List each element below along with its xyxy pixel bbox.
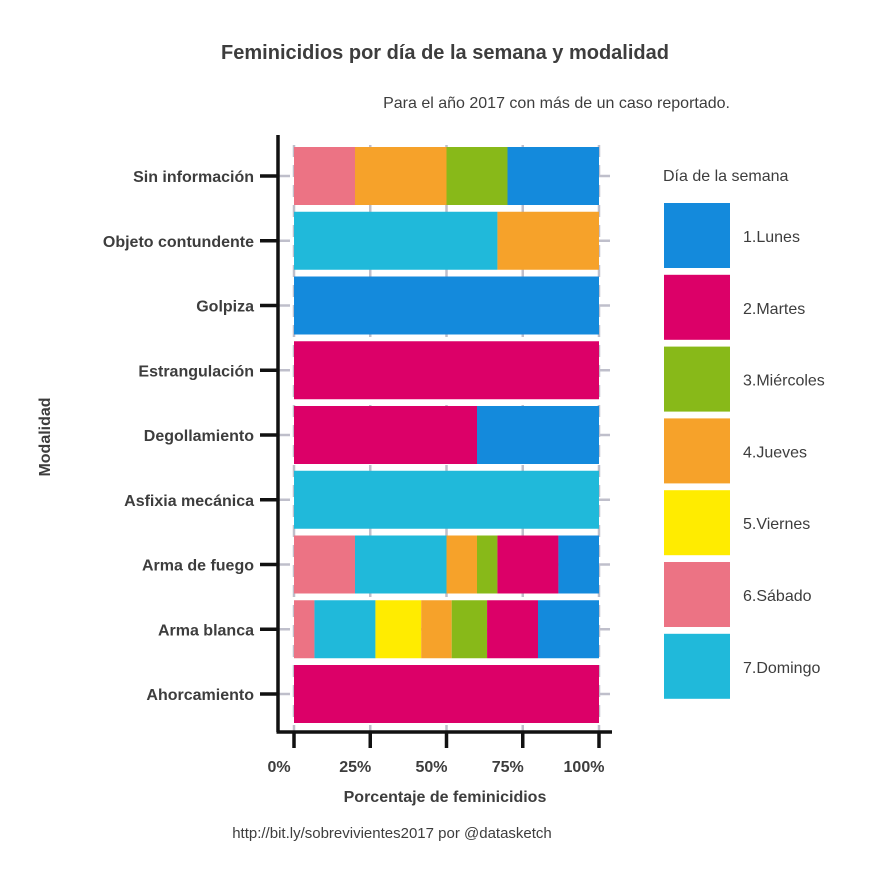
legend-swatch-4-jueves (664, 418, 730, 484)
bar-sin-informacion-3-miercoles (446, 147, 508, 205)
x-tick-label-2: 50% (415, 759, 447, 776)
bar-degollamiento-2-martes (294, 406, 477, 464)
bar-sin-informacion-6-sabado (294, 147, 355, 205)
legend-swatch-2-martes (664, 274, 730, 340)
bar-arma-de-fuego-6-sabado (294, 535, 355, 594)
bar-arma-blanca-5-viernes (375, 600, 422, 659)
category-labels: Sin información Objeto contundente Golpiza… (103, 169, 254, 704)
category-label-arma-de-fuego: Arma de fuego (142, 558, 254, 575)
bar-estrangulacion-2-martes (294, 341, 599, 400)
category-label-estrangulacion: Estrangulación (138, 363, 254, 380)
bar-arma-de-fuego-3-miercoles (477, 535, 498, 594)
legend-item-1-lunes: 1.Lunes (664, 203, 800, 268)
bar-arma-blanca-6-sabado (294, 600, 315, 659)
bar-arma-blanca-7-domingo (314, 600, 376, 659)
bar-arma-blanca-1-lunes (538, 600, 599, 659)
category-label-arma-blanca: Arma blanca (158, 622, 254, 639)
category-label-degollamiento: Degollamiento (144, 428, 254, 445)
chart-title: Feminicidios por día de la semana y moda… (221, 42, 669, 64)
bar-arma-de-fuego-2-martes (497, 535, 559, 594)
bar-arma-de-fuego-4-jueves (446, 535, 477, 594)
x-tick-labels: 0% 25% 50% 75% 100% (267, 759, 604, 776)
x-tick-label-0: 0% (267, 759, 290, 776)
category-label-ahorcamiento: Ahorcamiento (146, 687, 254, 704)
legend-swatch-7-domingo (664, 633, 730, 699)
bar-sin-informacion-4-jueves (355, 147, 447, 205)
legend-label-6-sabado: 6.Sábado (743, 588, 812, 605)
bar-arma-blanca-2-martes (487, 600, 538, 659)
bar-arma-blanca-4-jueves (421, 600, 452, 659)
category-label-objeto-contundente: Objeto contundente (103, 234, 254, 251)
x-axis-title: Porcentaje de feminicidios (344, 789, 547, 806)
bar-golpiza-1-lunes (294, 276, 599, 335)
legend-title: Día de la semana (663, 168, 789, 185)
bar-arma-blanca-3-miercoles (451, 600, 488, 659)
legend-swatch-5-viernes (664, 490, 730, 556)
legend-label-1-lunes: 1.Lunes (743, 229, 800, 246)
legend-swatch-3-miercoles (664, 346, 730, 412)
legend-item-5-viernes: 5.Viernes (664, 490, 810, 556)
legend-swatch-6-sabado (664, 562, 730, 627)
legend-item-4-jueves: 4.Jueves (664, 418, 807, 484)
x-tick-label-3: 75% (492, 759, 524, 776)
bar-sin-informacion-1-lunes (507, 147, 599, 205)
legend-item-7-domingo: 7.Domingo (664, 633, 820, 699)
legend: 1.Lunes 2.Martes 3.Miércoles 4.Jueves 5.Vier… (664, 203, 825, 699)
bar-ahorcamiento-2-martes (294, 665, 599, 723)
legend-label-7-domingo: 7.Domingo (743, 660, 820, 677)
legend-label-3-miercoles: 3.Miércoles (743, 373, 825, 390)
bar-degollamiento-1-lunes (477, 406, 599, 464)
legend-label-2-martes: 2.Martes (743, 301, 805, 318)
chart-subtitle: Para el año 2017 con más de un caso repo… (383, 95, 730, 112)
legend-swatch-1-lunes (664, 203, 730, 268)
legend-item-2-martes: 2.Martes (664, 274, 805, 340)
chart-caption: http://bit.ly/sobrevivientes2017 por @da… (232, 825, 552, 842)
category-label-asfixia-mecanica: Asfixia mecánica (124, 493, 254, 510)
bars (294, 147, 599, 723)
axes (260, 135, 612, 748)
legend-item-3-miercoles: 3.Miércoles (664, 346, 825, 412)
legend-label-5-viernes: 5.Viernes (743, 516, 810, 533)
bar-arma-de-fuego-7-domingo (355, 535, 447, 594)
bar-arma-de-fuego-1-lunes (558, 535, 599, 594)
legend-label-4-jueves: 4.Jueves (743, 444, 807, 461)
bar-objeto-contundente-4-jueves (497, 211, 599, 270)
y-axis-title: Modalidad (37, 397, 54, 476)
x-tick-label-1: 25% (339, 759, 371, 776)
bar-asfixia-mecanica-7-domingo (294, 470, 599, 529)
bar-objeto-contundente-7-domingo (294, 211, 498, 270)
legend-item-6-sabado: 6.Sábado (664, 562, 812, 627)
category-label-sin-informacion: Sin información (133, 169, 254, 186)
x-tick-label-4: 100% (564, 759, 605, 776)
category-label-golpiza: Golpiza (196, 299, 254, 316)
